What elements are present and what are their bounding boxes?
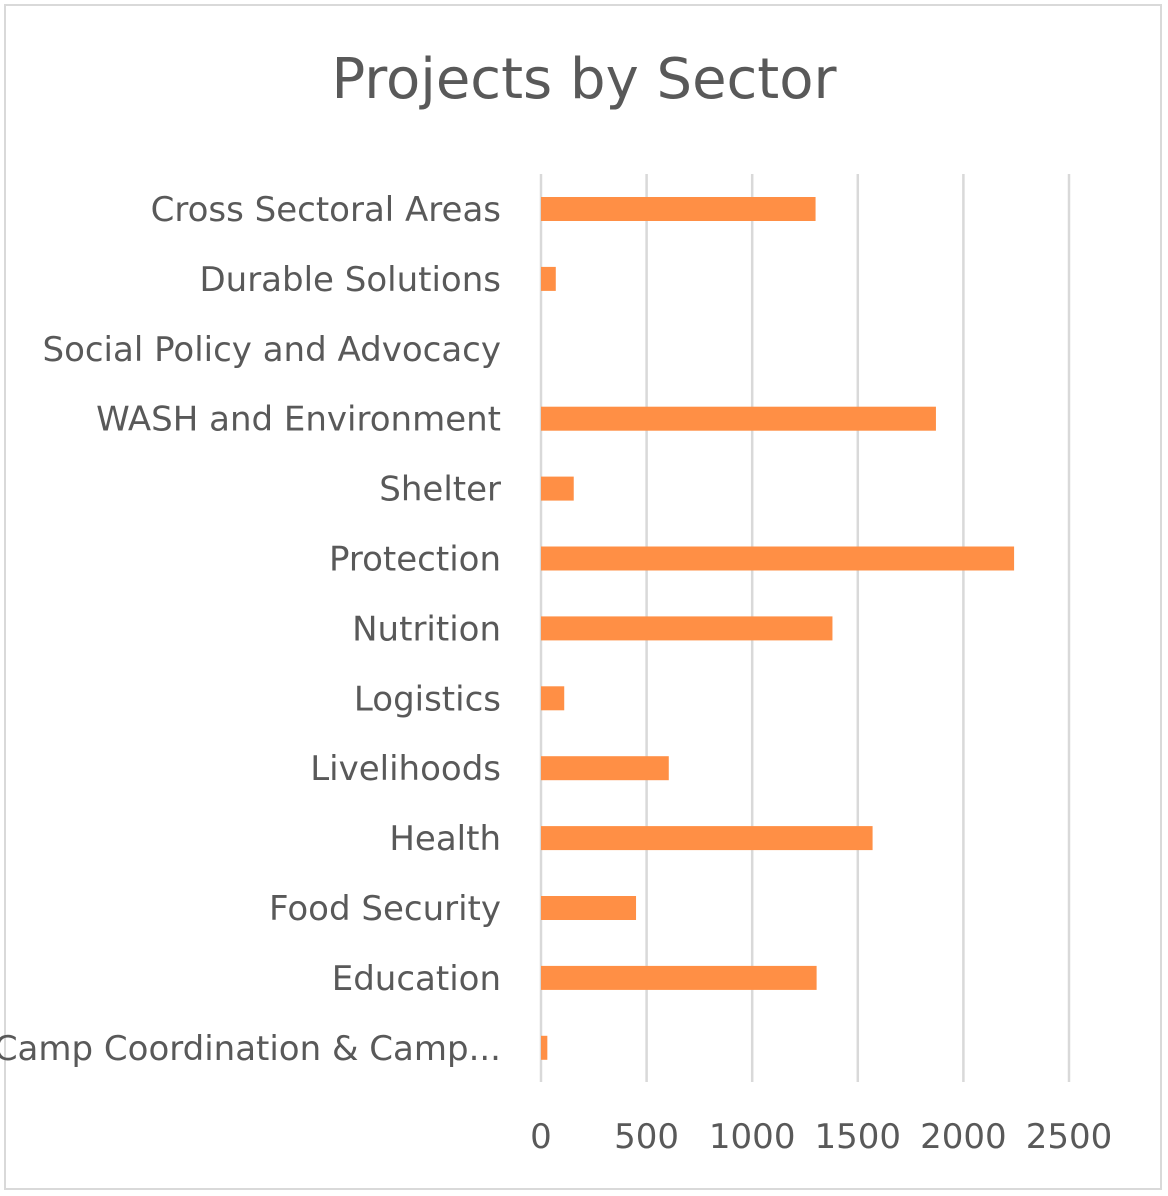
bars xyxy=(541,197,1015,1060)
category-label-12: Camp Coordination & Camp... xyxy=(0,1029,501,1069)
category-label-3: WASH and Environment xyxy=(96,400,501,440)
category-label-8: Livelihoods xyxy=(310,749,501,789)
x-tick-label-1500: 1500 xyxy=(815,1117,902,1157)
category-labels: Cross Sectoral Areas Durable Solutions Soc… xyxy=(0,190,501,1069)
chart-title: Projects by Sector xyxy=(331,47,837,112)
bar-7 xyxy=(541,686,565,711)
x-tick-label-2000: 2000 xyxy=(920,1117,1007,1157)
bar-9 xyxy=(541,826,873,851)
bar-4 xyxy=(541,476,574,501)
category-label-9: Health xyxy=(389,819,501,859)
category-label-5: Protection xyxy=(329,540,501,580)
x-tick-label-0: 0 xyxy=(530,1117,552,1157)
bar-5 xyxy=(541,546,1015,571)
category-label-1: Durable Solutions xyxy=(199,260,501,300)
bar-8 xyxy=(541,756,669,781)
x-tick-label-500: 500 xyxy=(614,1117,679,1157)
bar-10 xyxy=(541,896,637,920)
bar-0 xyxy=(541,197,816,221)
bar-12 xyxy=(541,1035,548,1060)
bar-1 xyxy=(541,266,556,291)
x-tick-labels: 0 500 1000 1500 2000 2500 xyxy=(530,1117,1112,1157)
category-label-10: Food Security xyxy=(269,889,501,929)
category-label-4: Shelter xyxy=(379,470,501,510)
x-tick-label-1000: 1000 xyxy=(709,1117,796,1157)
bar-3 xyxy=(541,406,936,431)
category-label-0: Cross Sectoral Areas xyxy=(151,190,501,230)
category-label-6: Nutrition xyxy=(352,609,501,649)
category-label-11: Education xyxy=(332,959,501,999)
bar-11 xyxy=(541,965,817,990)
category-label-2: Social Policy and Advocacy xyxy=(42,330,501,370)
bar-6 xyxy=(541,616,833,641)
x-tick-label-2500: 2500 xyxy=(1026,1117,1113,1157)
category-label-7: Logistics xyxy=(354,679,501,719)
